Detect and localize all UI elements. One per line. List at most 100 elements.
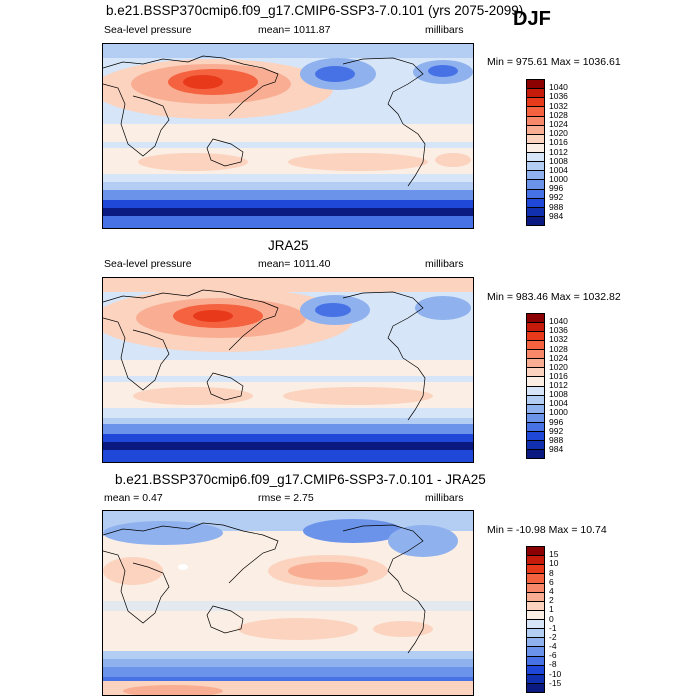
colorbar-tick-label: 1040 — [549, 316, 568, 327]
colorbar-tick-label: 1004 — [549, 398, 568, 409]
colorbar-tick-label: -1 — [549, 622, 557, 633]
colorbar-segment — [527, 367, 544, 377]
colorbar-tick-label: 0 — [549, 613, 554, 624]
colorbar-tick-label: 988 — [549, 434, 564, 445]
panel-2-mean-label: mean= 1011.40 — [258, 258, 331, 270]
panel-2-title: JRA25 — [268, 238, 309, 253]
colorbar-segment — [527, 591, 544, 601]
colorbar-tick-label: 992 — [549, 192, 564, 203]
colorbar-tick-label: 1020 — [549, 361, 568, 372]
colorbar-segment — [527, 349, 544, 359]
panel-3-minmax-label: Min = -10.98 Max = 10.74 — [487, 524, 607, 536]
colorbar-tick-label: 1000 — [549, 174, 568, 185]
panel-1-minmax-label: Min = 975.61 Max = 1036.61 — [487, 56, 621, 68]
colorbar-tick-label: 996 — [549, 183, 564, 194]
colorbar-tick-label: 15 — [549, 549, 559, 560]
colorbar-tick-label: 1032 — [549, 100, 568, 111]
colorbar-segment — [527, 376, 544, 386]
colorbar-segment — [527, 439, 544, 449]
colorbar-tick-label: -10 — [549, 668, 562, 679]
colorbar-segment — [527, 170, 544, 180]
colorbar-segment — [527, 412, 544, 422]
colorbar-tick-label: 1024 — [549, 352, 568, 363]
panel-1-map — [102, 43, 474, 229]
colorbar-segment — [527, 124, 544, 134]
panel-1-variable-label: Sea-level pressure — [104, 24, 192, 36]
colorbar-segment — [527, 555, 544, 565]
colorbar-segment — [527, 655, 544, 665]
panel-3-colorbar — [526, 546, 545, 693]
colorbar-tick-label: 1008 — [549, 389, 568, 400]
panel-1-colorbar — [526, 79, 545, 226]
colorbar-tick-label: 984 — [549, 210, 564, 221]
colorbar-segment — [527, 600, 544, 610]
colorbar-tick-label: 6 — [549, 576, 554, 587]
panel-2-minmax-label: Min = 983.46 Max = 1032.82 — [487, 291, 621, 303]
colorbar-segment — [527, 403, 544, 413]
colorbar-segment — [527, 609, 544, 619]
colorbar-tick-label: 1020 — [549, 128, 568, 139]
panel-2-map-field — [103, 278, 473, 462]
colorbar-segment — [527, 385, 544, 395]
colorbar-segment — [527, 133, 544, 143]
colorbar-segment — [527, 358, 544, 368]
colorbar-segment — [527, 421, 544, 431]
colorbar-tick-label: 1024 — [549, 118, 568, 129]
colorbar-segment — [527, 188, 544, 198]
colorbar-segment — [527, 106, 544, 116]
colorbar-segment — [527, 80, 544, 89]
colorbar-segment — [527, 115, 544, 125]
colorbar-segment — [527, 547, 544, 556]
colorbar-segment — [527, 664, 544, 674]
colorbar-tick-label: 1028 — [549, 343, 568, 354]
panel-3-mean-label: mean = 0.47 — [104, 492, 163, 504]
panel-3-map — [102, 510, 474, 696]
panel-3-units-label: millibars — [425, 492, 464, 504]
colorbar-tick-label: 1016 — [549, 137, 568, 148]
colorbar-tick-label: 10 — [549, 558, 559, 569]
colorbar-segment — [527, 88, 544, 98]
colorbar-segment — [527, 619, 544, 629]
colorbar-segment — [527, 673, 544, 683]
panel-1-title: b.e21.BSSP370cmip6.f09_g17.CMIP6-SSP3-7.… — [106, 3, 524, 18]
colorbar-segment — [527, 179, 544, 189]
colorbar-tick-label: 1004 — [549, 164, 568, 175]
panel-2-variable-label: Sea-level pressure — [104, 258, 192, 270]
colorbar-tick-label: 1 — [549, 604, 554, 615]
panel-2-colorbar — [526, 313, 545, 459]
colorbar-tick-label: 1000 — [549, 407, 568, 418]
panel-3-map-field — [103, 511, 473, 695]
colorbar-segment — [527, 206, 544, 216]
colorbar-segment — [527, 430, 544, 440]
colorbar-segment — [527, 573, 544, 583]
colorbar-segment — [527, 682, 544, 692]
colorbar-segment — [527, 637, 544, 647]
colorbar-tick-label: 1012 — [549, 146, 568, 157]
colorbar-tick-label: -4 — [549, 641, 557, 652]
colorbar-tick-label: 1040 — [549, 82, 568, 93]
colorbar-segment — [527, 97, 544, 107]
colorbar-tick-label: 996 — [549, 416, 564, 427]
colorbar-tick-label: -8 — [549, 659, 557, 670]
colorbar-tick-label: 8 — [549, 567, 554, 578]
colorbar-segment — [527, 197, 544, 207]
colorbar-segment — [527, 340, 544, 350]
panel-1-mean-label: mean= 1011.87 — [258, 24, 331, 36]
panel-2-units-label: millibars — [425, 258, 464, 270]
colorbar-segment — [527, 152, 544, 162]
colorbar-segment — [527, 646, 544, 656]
panel-1-map-field — [103, 44, 473, 228]
colorbar-tick-label: 1028 — [549, 109, 568, 120]
colorbar-segment — [527, 628, 544, 638]
colorbar-segment — [527, 322, 544, 332]
panel-3-title: b.e21.BSSP370cmip6.f09_g17.CMIP6-SSP3-7.… — [115, 472, 486, 487]
colorbar-tick-label: 1012 — [549, 380, 568, 390]
colorbar-tick-label: -15 — [549, 677, 562, 688]
season-label: DJF — [513, 8, 551, 30]
colorbar-tick-label: 1032 — [549, 334, 568, 345]
colorbar-segment — [527, 564, 544, 574]
colorbar-tick-label: 1008 — [549, 155, 568, 166]
colorbar-segment — [527, 448, 544, 458]
colorbar-tick-label: 1036 — [549, 91, 568, 102]
colorbar-tick-label: -2 — [549, 631, 557, 642]
